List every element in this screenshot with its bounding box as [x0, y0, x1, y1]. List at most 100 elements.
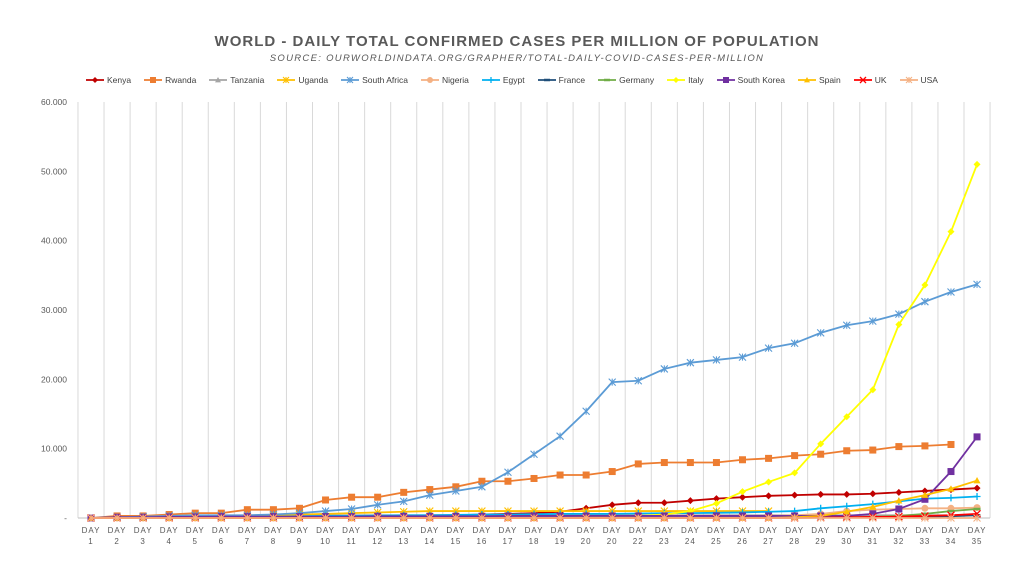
asterisk-marker: [608, 378, 617, 386]
asterisk-marker: [842, 321, 851, 330]
legend-label: Italy: [688, 75, 704, 85]
x-tick-label: DAY 2: [108, 526, 127, 546]
asterisk-marker: [712, 356, 721, 364]
diamond-marker: [686, 497, 694, 505]
legend-item: Germany: [598, 75, 654, 85]
diamond-marker: [791, 491, 799, 499]
square-marker: [150, 77, 157, 83]
asterisk-marker: [321, 514, 330, 522]
diamond-marker: [765, 478, 773, 486]
asterisk-marker: [87, 514, 95, 522]
square-marker: [322, 496, 330, 504]
legend-swatch: [598, 78, 617, 82]
asterisk-marker: [191, 514, 200, 522]
x-tick-label: DAY 10: [316, 526, 335, 546]
diamond-marker: [673, 77, 680, 83]
asterisk-marker: [973, 280, 981, 289]
x-tick-label: DAY 19: [551, 526, 570, 546]
asterisk-marker: [530, 450, 538, 459]
x-marker: [859, 76, 867, 84]
diamond-marker: [869, 490, 877, 498]
asterisk-marker: [790, 514, 799, 522]
legend-item: Uganda: [277, 75, 328, 85]
square-marker: [895, 505, 903, 513]
square-marker: [921, 495, 929, 503]
asterisk-marker: [582, 514, 591, 522]
square-marker: [921, 442, 929, 450]
asterisk-marker: [139, 514, 148, 522]
legend-item: Spain: [797, 75, 841, 85]
asterisk-marker: [451, 487, 460, 495]
asterisk-marker: [347, 505, 356, 513]
asterisk-marker: [790, 339, 799, 348]
legend-label: UK: [874, 75, 887, 85]
legend-swatch: [144, 77, 163, 83]
series-italy: [87, 160, 981, 522]
square-marker: [895, 443, 903, 451]
x-tick-label: DAY 23: [655, 526, 674, 546]
asterisk-marker: [556, 514, 564, 522]
x-tick-label: DAY 33: [915, 526, 934, 546]
legend-swatch: [899, 76, 918, 84]
asterisk-marker: [373, 500, 382, 509]
series-line: [91, 164, 978, 519]
diamond-marker: [608, 501, 616, 509]
asterisk-marker: [608, 514, 617, 522]
circle-marker: [426, 77, 433, 83]
diamond-marker: [660, 499, 668, 507]
square-marker: [452, 483, 460, 491]
y-tick-label: 50.000: [41, 166, 67, 176]
x-tick-label: DAY 3: [134, 526, 153, 546]
asterisk-marker: [556, 432, 564, 441]
y-tick-label: 40.000: [41, 236, 67, 246]
triangle-marker: [869, 503, 877, 510]
square-marker: [582, 471, 590, 479]
legend-swatch: [209, 77, 228, 83]
x-tick-label: DAY 18: [525, 526, 544, 546]
x-tick-label: DAY 20: [603, 526, 622, 546]
x-tick-label: DAY 13: [394, 526, 413, 546]
asterisk-marker: [947, 514, 955, 522]
diamond-marker: [817, 440, 825, 448]
asterisk-marker: [816, 328, 825, 337]
x-tick-label: DAY 35: [968, 526, 987, 546]
square-marker: [765, 454, 773, 462]
series-south-africa: [87, 280, 981, 522]
x-tick-label: DAY 14: [420, 526, 439, 546]
legend-label: Spain: [818, 75, 841, 85]
triangle-marker: [843, 508, 851, 515]
legend-label: Uganda: [298, 75, 329, 85]
asterisk-marker: [634, 514, 643, 522]
square-marker: [634, 460, 642, 468]
asterisk-marker: [764, 514, 773, 522]
diamond-marker: [765, 492, 773, 500]
asterisk-marker: [282, 76, 290, 84]
asterisk-marker: [399, 497, 408, 506]
asterisk-marker: [894, 514, 903, 522]
asterisk-marker: [425, 491, 434, 500]
circle-marker: [921, 504, 929, 512]
x-tick-label: DAY 28: [785, 526, 804, 546]
x-tick-label: DAY 27: [759, 526, 778, 546]
legend-item: Tanzania: [209, 75, 264, 85]
asterisk-marker: [905, 76, 912, 84]
square-marker: [660, 459, 668, 467]
triangle-marker: [803, 77, 810, 83]
square-marker: [243, 506, 251, 514]
legend-item: South Korea: [716, 75, 785, 85]
asterisk-marker: [165, 514, 174, 522]
diamond-marker: [817, 490, 825, 498]
legend-label: Rwanda: [165, 75, 197, 85]
triangle-marker: [947, 485, 955, 492]
x-tick-label: DAY 22: [629, 526, 648, 546]
square-marker: [791, 452, 799, 460]
legend-swatch: [667, 77, 686, 83]
x-tick-label: DAY 20: [577, 526, 596, 546]
asterisk-marker: [868, 317, 877, 325]
x-tick-label: DAY 25: [707, 526, 726, 546]
square-marker: [269, 506, 277, 514]
square-marker: [869, 510, 877, 518]
asterisk-marker: [660, 514, 669, 522]
diamond-marker: [843, 413, 851, 421]
